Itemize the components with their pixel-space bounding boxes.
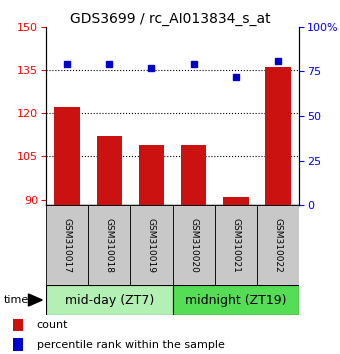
Text: GDS3699 / rc_AI013834_s_at: GDS3699 / rc_AI013834_s_at — [70, 12, 270, 27]
Bar — [88, 205, 130, 285]
Text: GSM310020: GSM310020 — [189, 218, 198, 273]
Bar — [14, 319, 23, 331]
Bar — [223, 197, 249, 205]
Text: GSM310018: GSM310018 — [105, 218, 114, 273]
Text: percentile rank within the sample: percentile rank within the sample — [37, 339, 225, 350]
Text: count: count — [37, 320, 68, 330]
Bar — [266, 67, 291, 205]
Text: mid-day (ZT7): mid-day (ZT7) — [65, 293, 154, 307]
Bar — [97, 136, 122, 205]
Polygon shape — [29, 294, 42, 306]
Text: midnight (ZT19): midnight (ZT19) — [185, 293, 287, 307]
Bar — [215, 205, 257, 285]
Bar — [14, 338, 23, 351]
Bar — [46, 205, 88, 285]
Text: GSM310017: GSM310017 — [63, 218, 71, 273]
Bar — [139, 145, 164, 205]
Text: time: time — [3, 295, 29, 305]
Bar — [130, 205, 172, 285]
Bar — [46, 285, 172, 315]
Bar — [54, 107, 80, 205]
Text: GSM310021: GSM310021 — [232, 218, 240, 273]
Bar — [257, 205, 299, 285]
Bar — [173, 205, 215, 285]
Bar — [181, 145, 206, 205]
Text: GSM310019: GSM310019 — [147, 218, 156, 273]
Text: GSM310022: GSM310022 — [274, 218, 283, 273]
Bar — [173, 285, 299, 315]
